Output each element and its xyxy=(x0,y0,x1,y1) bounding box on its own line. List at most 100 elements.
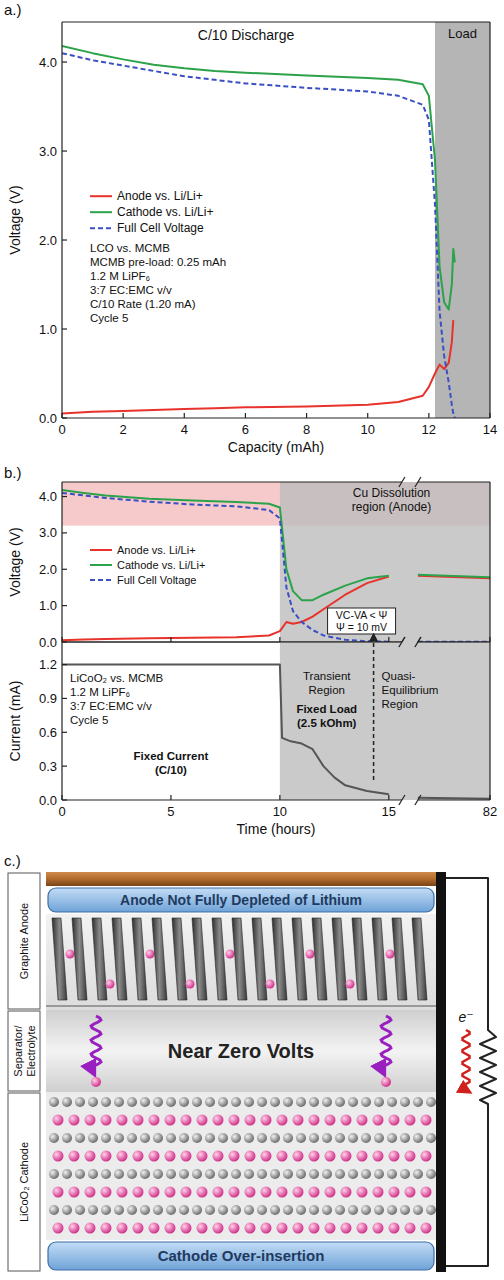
lithium-ion xyxy=(293,1187,304,1198)
axis-frame xyxy=(61,642,62,800)
lattice-atom xyxy=(309,1205,319,1215)
lithium-ion xyxy=(405,1115,416,1126)
phase-label: Fixed Current xyxy=(134,750,209,762)
tick-label: 0.0 xyxy=(39,793,57,808)
legend-label: Cathode vs. Li/Li+ xyxy=(117,205,213,219)
lithium-ion xyxy=(226,950,235,959)
figure: a.)b.)c.)024681012140.01.02.03.04.0Capac… xyxy=(0,0,504,1280)
plot-area xyxy=(62,22,490,418)
lithium-ion xyxy=(325,1115,336,1126)
lattice-atom xyxy=(413,1097,423,1107)
lattice-atom xyxy=(387,1169,397,1179)
annotation: MCMB pre-load: 0.25 mAh xyxy=(90,256,226,268)
axis-frame xyxy=(61,482,62,642)
lithium-ion xyxy=(277,1223,288,1234)
lattice-atom xyxy=(153,1097,163,1107)
lithium-ion xyxy=(405,1151,416,1162)
series-line xyxy=(62,493,490,642)
legend-swatch xyxy=(90,195,112,197)
graphite-flake xyxy=(232,918,247,1000)
graphite-flake xyxy=(172,918,187,1000)
lithium-ion xyxy=(53,1115,64,1126)
lithium-ion xyxy=(117,1115,128,1126)
lithium-ion xyxy=(133,1151,144,1162)
graphite-flake xyxy=(212,918,227,1000)
lattice-atom xyxy=(257,1205,267,1215)
tick-label: 10 xyxy=(360,422,374,437)
graphite-flake xyxy=(52,918,67,1000)
graphite-flake xyxy=(72,918,87,1000)
center-label: Near Zero Volts xyxy=(168,1040,314,1062)
axis-frame xyxy=(61,22,62,418)
lattice-atom xyxy=(114,1169,124,1179)
annotation: VC-VA < Ψ xyxy=(336,609,388,621)
lithium-ion xyxy=(266,980,275,989)
tick xyxy=(279,637,280,642)
chart-panel: 051015820.00.30.60.91.2Time (hours)Curre… xyxy=(7,637,497,837)
separator-layer xyxy=(46,1010,436,1092)
axis-frame xyxy=(418,641,490,642)
text-line: Separator/ xyxy=(12,1024,24,1076)
lithium-ion xyxy=(245,1151,256,1162)
lithium-ion xyxy=(293,1223,304,1234)
tick xyxy=(428,413,429,418)
series-line xyxy=(62,46,455,309)
graphite-flake xyxy=(112,918,127,1000)
annotation: Cycle 5 xyxy=(90,312,128,324)
lithium-ion xyxy=(357,1151,368,1162)
lithium-ion xyxy=(197,1151,208,1162)
lattice-atom xyxy=(361,1169,371,1179)
lithium-ion xyxy=(293,1115,304,1126)
annotation: LiCoO₂ vs. MCMB xyxy=(70,672,164,684)
lithium-ion xyxy=(373,1151,384,1162)
lattice-atom xyxy=(179,1097,189,1107)
lithium-ion xyxy=(117,1151,128,1162)
lattice-atom xyxy=(49,1169,59,1179)
lattice-atom xyxy=(296,1169,306,1179)
lattice-atom xyxy=(322,1133,332,1143)
annotation: LCO vs. MCMB xyxy=(90,242,170,254)
tick xyxy=(489,795,490,800)
lithium-ion xyxy=(389,1187,400,1198)
lithium-ion xyxy=(186,980,195,989)
text-line: Electrolyte xyxy=(25,1025,37,1076)
lattice-atom xyxy=(101,1205,111,1215)
annotation-box xyxy=(328,608,396,634)
lattice-atom xyxy=(231,1205,241,1215)
lithium-ion xyxy=(277,1115,288,1126)
tick-label: 4 xyxy=(181,422,188,437)
lattice-atom xyxy=(101,1097,111,1107)
lattice-atom xyxy=(114,1097,124,1107)
tick xyxy=(388,795,389,800)
graphite-flake xyxy=(412,918,427,1000)
lithium-ion xyxy=(309,1223,320,1234)
lithium-ion xyxy=(405,1223,416,1234)
graphite-flake xyxy=(252,918,267,1000)
tick xyxy=(62,532,67,533)
lattice-atom xyxy=(166,1133,176,1143)
graphite-flake xyxy=(372,918,387,1000)
tick xyxy=(489,637,490,642)
lattice-atom xyxy=(322,1205,332,1215)
series-line xyxy=(62,490,490,600)
lattice-atom xyxy=(335,1133,345,1143)
axis-frame xyxy=(489,22,490,418)
tick-label: 0.9 xyxy=(39,691,57,706)
lithium-ion xyxy=(229,1115,240,1126)
tick-label: 14 xyxy=(483,422,497,437)
lattice-atom xyxy=(296,1205,306,1215)
axis-frame xyxy=(489,482,490,642)
panel-label: a.) xyxy=(4,1,22,18)
status-box xyxy=(48,888,434,912)
lattice-atom xyxy=(283,1205,293,1215)
lattice-atom xyxy=(75,1169,85,1179)
lattice-atom xyxy=(426,1097,436,1107)
lattice-atom xyxy=(231,1097,241,1107)
lithium-ion xyxy=(133,1115,144,1126)
axis-title: Current (mA) xyxy=(7,681,23,762)
tick-label: 0 xyxy=(58,422,65,437)
annotation: C/10 Rate (1.20 mA) xyxy=(90,298,196,310)
tick-label: 2.0 xyxy=(39,562,57,577)
lattice-atom xyxy=(205,1097,215,1107)
lithium-ion xyxy=(106,980,115,989)
